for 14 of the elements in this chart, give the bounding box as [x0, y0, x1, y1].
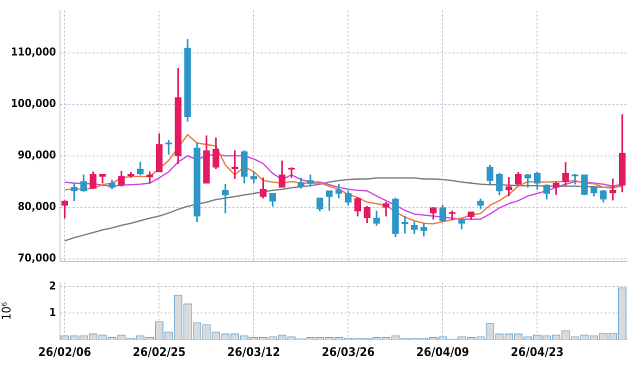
- y-tick-label: 80,000: [18, 200, 56, 214]
- x-tick-label: 26/02/06: [38, 344, 92, 359]
- y-tick-label: 70,000: [18, 252, 56, 265]
- x-tick-label: 26/03/12: [227, 344, 280, 359]
- y-tick-label: 110,000: [10, 46, 56, 59]
- y-tick-label: 90,000: [18, 148, 56, 162]
- y-tick-label: 1: [49, 306, 56, 319]
- x-tick-label: 26/04/23: [510, 344, 564, 359]
- x-tick-label: 26/02/25: [132, 344, 186, 359]
- y-tick-label: 100,000: [10, 97, 56, 110]
- y-tick-label: 2: [49, 279, 56, 292]
- x-tick-label: 26/04/09: [416, 344, 470, 359]
- x-tick-label: 26/03/26: [322, 344, 375, 359]
- y-axis-title: 10⁶: [0, 302, 14, 320]
